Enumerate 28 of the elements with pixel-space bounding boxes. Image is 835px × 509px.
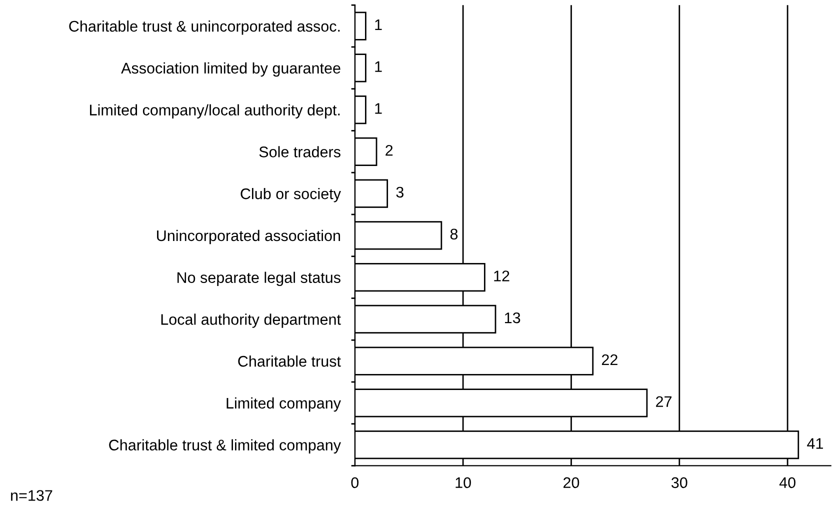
- data-label: 27: [656, 396, 672, 407]
- x-tick-label: 10: [456, 477, 471, 488]
- y-tick-label: Limited company: [226, 397, 341, 412]
- data-label: 1: [375, 19, 382, 30]
- y-tick-label: Association limited by guarantee: [121, 62, 340, 77]
- x-tick-label: 0: [351, 477, 359, 488]
- y-tick-label: Limited company/local authority dept.: [90, 104, 340, 118]
- data-label: 22: [602, 354, 618, 365]
- text: n=137: [11, 490, 52, 501]
- data-label: 1: [375, 103, 382, 114]
- data-label: 2: [386, 144, 393, 156]
- y-tick-label: Charitable trust & limited company: [109, 439, 341, 454]
- y-tick-label: Charitable trust & unincorporated assoc.: [69, 20, 340, 35]
- y-tick-label: Charitable trust: [238, 356, 341, 367]
- data-label: 12: [494, 270, 510, 282]
- data-label: 8: [450, 228, 458, 240]
- y-tick-label: Unincorporated association: [157, 230, 340, 244]
- data-label: 1: [375, 61, 382, 72]
- x-tick-label: 40: [779, 477, 796, 488]
- y-tick-label: Local authority department: [161, 314, 341, 328]
- x-tick-label: 30: [671, 477, 688, 488]
- data-label: 3: [396, 186, 404, 198]
- y-tick-label: Sole traders: [259, 146, 340, 158]
- x-tick-label: 20: [563, 477, 580, 488]
- y-tick-label: No separate legal status: [177, 272, 340, 286]
- data-label: 13: [504, 312, 520, 324]
- y-tick-label: Club or society: [240, 188, 341, 202]
- data-label: 41: [807, 438, 823, 449]
